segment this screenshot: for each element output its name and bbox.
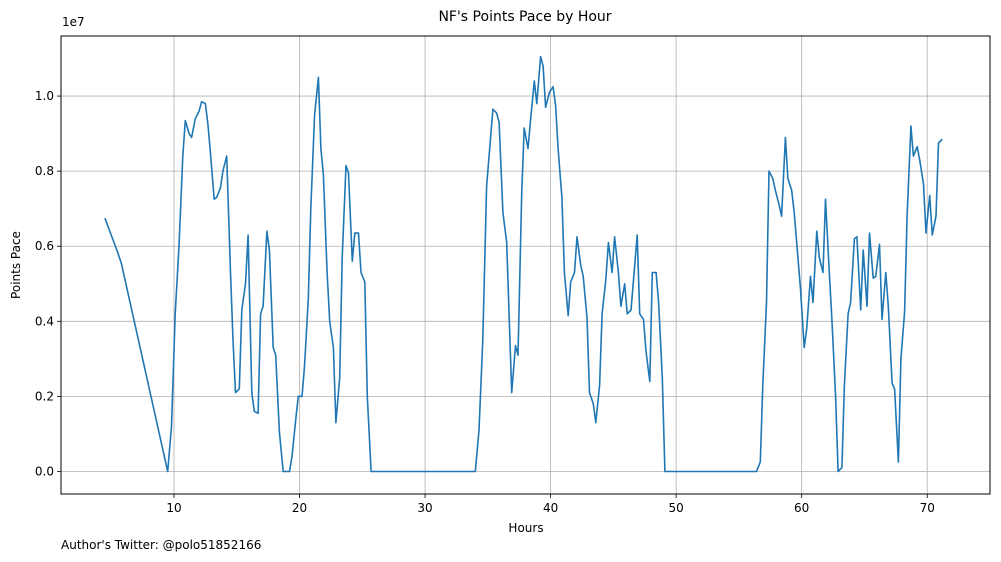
x-axis-label: Hours: [508, 521, 543, 535]
y-offset-text: 1e7: [62, 15, 85, 29]
x-tick-label: 50: [669, 501, 684, 515]
grid: [61, 36, 990, 494]
y-tick-label: 0.6: [35, 239, 54, 253]
x-tick-label: 70: [920, 501, 935, 515]
y-tick-label: 0.0: [35, 464, 54, 478]
axes-frame: [60, 35, 991, 495]
x-tick-label: 20: [292, 501, 307, 515]
author-footer: Author's Twitter: @polo51852166: [61, 538, 262, 552]
y-tick-label: 0.4: [35, 314, 54, 328]
x-tick-label: 60: [794, 501, 809, 515]
x-tick-label: 30: [417, 501, 432, 515]
x-tick-label: 10: [166, 501, 181, 515]
x-tick-label: 40: [543, 501, 558, 515]
y-tick-label: 0.2: [35, 389, 54, 403]
chart-title: NF's Points Pace by Hour: [438, 9, 611, 25]
y-tick-label: 0.8: [35, 164, 54, 178]
ticks: 10 20 30 40 50 60 70 0.0 0.2 0.4 0.6 0.8 1.0: [35, 89, 935, 515]
series-line: [104, 55, 943, 473]
series-line-layer: [104, 55, 943, 473]
y-tick-label: 1.0: [35, 89, 54, 103]
y-axis-label: Points Pace: [9, 231, 23, 299]
